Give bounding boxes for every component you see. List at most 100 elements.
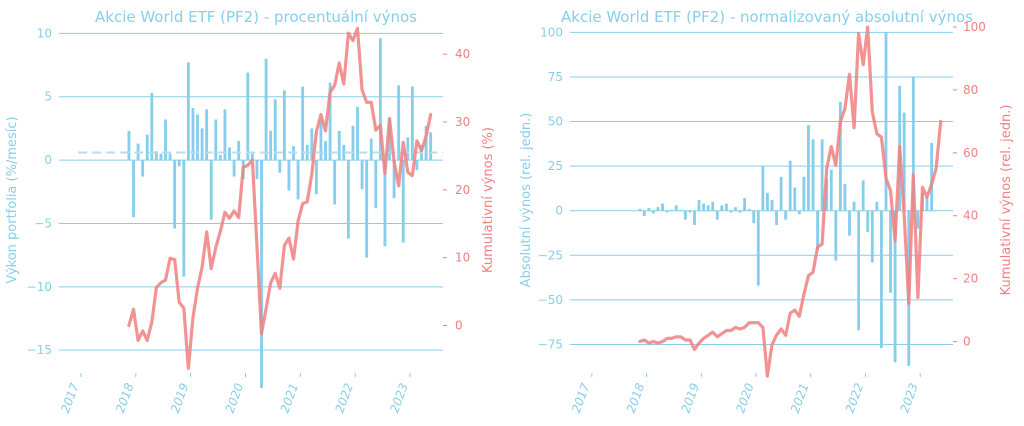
- right-bar: [893, 210, 897, 363]
- left-bar: [191, 108, 195, 161]
- left-bar: [177, 160, 181, 167]
- left-bar: [196, 114, 199, 161]
- right-bar: [656, 207, 660, 211]
- left-x-tick-label: 2019: [168, 381, 192, 414]
- left-bar: [324, 141, 327, 161]
- left-bar: [301, 86, 305, 161]
- right-bar: [770, 200, 774, 211]
- right-y-tick-label: 50: [548, 115, 563, 129]
- left-bar: [333, 160, 337, 205]
- right-x-tick-label: 2020: [733, 381, 757, 415]
- left-bar: [429, 132, 433, 161]
- right-bar: [848, 210, 851, 236]
- right-bar: [843, 183, 847, 211]
- left-bar: [246, 72, 250, 161]
- left-bar: [218, 155, 222, 161]
- right-bar: [916, 210, 920, 229]
- left-y2-tick-label: 10: [455, 251, 470, 265]
- right-bar: [816, 210, 819, 250]
- right-bar: [702, 203, 706, 211]
- right-bar: [820, 139, 824, 211]
- right-bar: [925, 196, 929, 211]
- right-bar: [697, 200, 701, 211]
- left-bar: [282, 90, 286, 161]
- right-bar: [784, 210, 788, 220]
- right-bar: [724, 203, 728, 211]
- left-bar: [127, 130, 131, 161]
- right-x-tick-label: 2023: [897, 381, 921, 414]
- right-x-tick-label: 2022: [843, 381, 867, 414]
- left-bar: [378, 38, 382, 161]
- left-x-tick-label: 2020: [223, 381, 247, 415]
- left-bar: [164, 119, 167, 161]
- left-bar: [223, 109, 227, 161]
- left-y2-tick-label: 20: [455, 183, 470, 197]
- right-bar: [647, 208, 651, 211]
- left-bar: [337, 130, 341, 161]
- right-bar: [884, 32, 888, 211]
- left-y-tick-label: −15: [27, 343, 52, 357]
- left-y-tick-label: −10: [27, 280, 52, 294]
- right-y-tick-label: 0: [555, 204, 563, 218]
- right-bar: [875, 201, 879, 211]
- right-chart-title: Akcie World ETF (PF2) - normalizovaný ab…: [561, 8, 973, 26]
- right-y-tick-label: −25: [538, 248, 563, 262]
- left-bar: [314, 160, 318, 195]
- right-bar: [857, 210, 861, 331]
- right-y-tick-label: −50: [538, 293, 563, 307]
- right-bar: [838, 101, 842, 211]
- left-bar: [296, 160, 300, 200]
- right-bar: [779, 176, 783, 211]
- right-bar: [642, 210, 646, 217]
- left-bar: [310, 128, 314, 161]
- left-bar: [278, 160, 282, 173]
- right-bar: [889, 210, 892, 293]
- left-bar: [424, 125, 428, 161]
- right-bar: [729, 210, 733, 213]
- left-x-tick-label: 2022: [332, 381, 356, 414]
- left-y-tick-label: 10: [37, 26, 52, 40]
- left-x-tick-label: 2018: [113, 381, 137, 415]
- right-bar: [693, 210, 696, 225]
- left-bar: [401, 160, 405, 243]
- right-bar: [706, 205, 710, 211]
- right-x-tick-label: 2017: [569, 381, 593, 415]
- left-bar: [237, 141, 241, 161]
- left-bar: [360, 160, 364, 190]
- right-bar: [683, 210, 687, 220]
- right-bar: [930, 142, 933, 211]
- left-bar: [132, 160, 135, 218]
- right-bar: [674, 205, 678, 211]
- right-y2-tick-label: 0: [963, 335, 971, 349]
- left-y2-tick-label: 0: [455, 319, 463, 333]
- left-chart-title: Akcie World ETF (PF2) - procentuální výn…: [95, 8, 417, 26]
- right-bar: [834, 210, 838, 261]
- right-bar: [652, 210, 655, 214]
- right-bar: [756, 210, 760, 286]
- left-x-tick-label: 2017: [58, 381, 82, 415]
- right-y2-tick-label: 100: [963, 20, 986, 34]
- left-bar: [369, 138, 373, 161]
- right-bar: [638, 208, 642, 211]
- right-bar: [711, 201, 715, 211]
- right-cumulative-line: [638, 25, 943, 378]
- left-bar: [154, 151, 158, 161]
- right-bar: [870, 210, 874, 263]
- left-bar: [150, 92, 154, 161]
- left-bar: [168, 153, 172, 161]
- left-bar: [260, 160, 263, 389]
- left-bar: [141, 160, 145, 177]
- right-bar: [715, 210, 719, 220]
- right-bar: [852, 201, 856, 211]
- left-y2-tick-label: 30: [455, 115, 470, 129]
- right-y-tick-label: 100: [540, 25, 563, 39]
- right-bar: [738, 210, 742, 213]
- left-bar: [228, 147, 231, 161]
- right-y-tick-label: −75: [538, 337, 563, 351]
- right-y2-axis-label: Kumulativní výnos (rel. jedn.): [999, 105, 1014, 296]
- left-bar: [415, 160, 419, 171]
- right-bar: [688, 210, 692, 213]
- right-bar: [880, 210, 883, 349]
